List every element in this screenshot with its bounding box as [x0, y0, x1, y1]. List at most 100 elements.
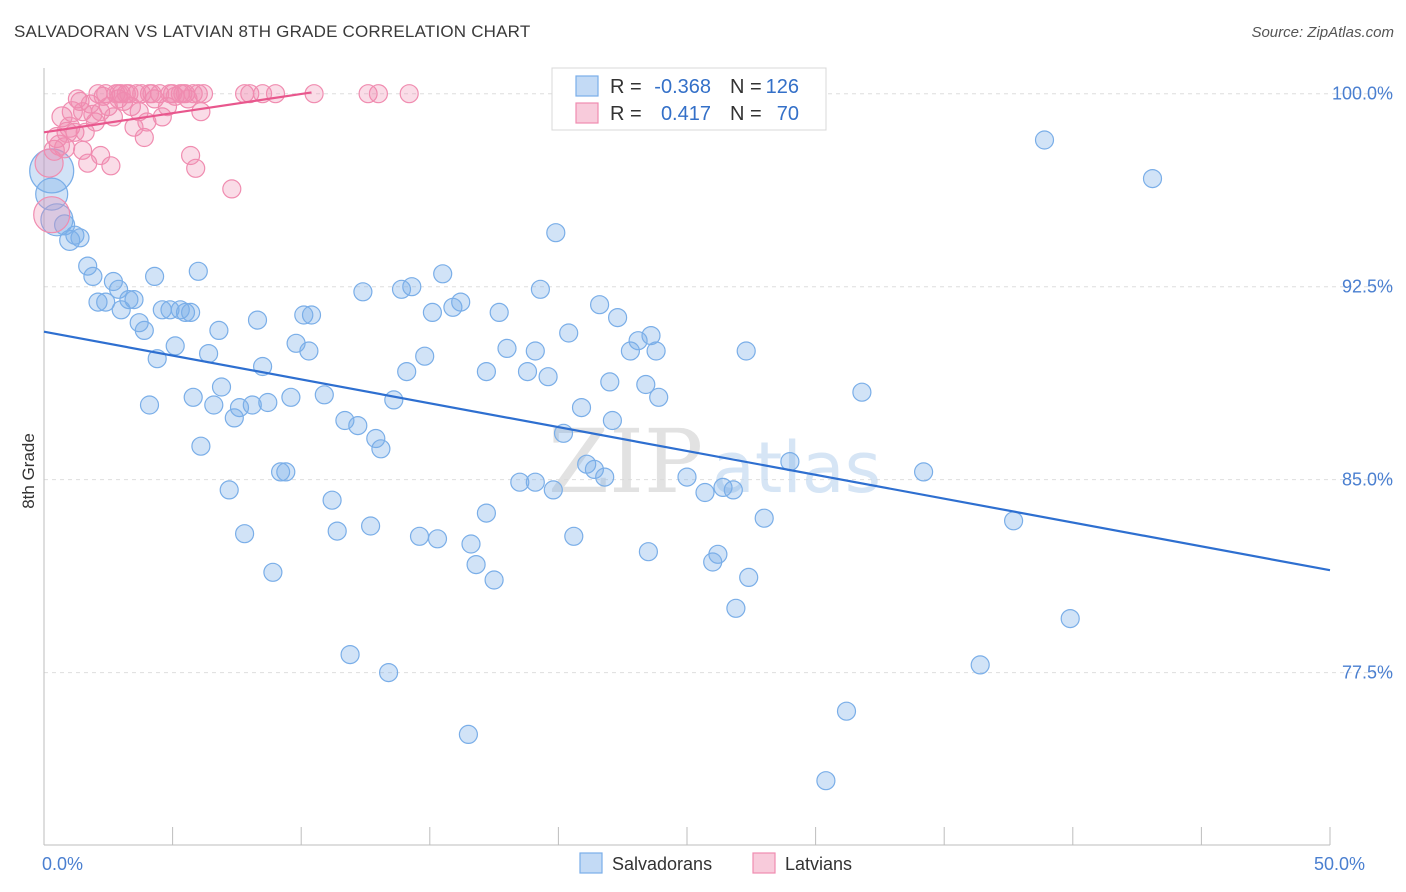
salvadoran-point-86 [543, 480, 563, 500]
salvadoran-point-112 [736, 341, 756, 361]
latvian-point-67 [90, 145, 111, 166]
salvadoran-point-57 [361, 516, 381, 536]
latvian-point-53 [186, 158, 206, 178]
salvadoran-point-99 [620, 341, 641, 361]
legend-n-value-1: 126 [766, 76, 799, 98]
chart-source: Source: ZipAtlas.com [1251, 24, 1394, 41]
data-points [29, 84, 1163, 791]
grid-lines [44, 93, 1394, 674]
salvadoran-point-78 [489, 302, 509, 322]
watermark-zip: ZIP [548, 410, 703, 513]
legend-swatch-latvians [575, 102, 599, 124]
bottom-legend-label-salvadorans: Salvadorans [612, 854, 712, 874]
salvadoran-point-32 [209, 320, 229, 340]
salvadoran-point-38 [242, 395, 262, 415]
latvian-point-37 [134, 127, 154, 148]
salvadoran-point-102 [641, 326, 661, 346]
salvadoran-point-15 [124, 290, 144, 310]
salvadoran-point-27 [183, 387, 203, 407]
salvadoran-point-19 [145, 266, 165, 286]
salvadoran-point-114 [754, 508, 774, 528]
salvadoran-point-101 [636, 374, 656, 395]
salvadoran-point-45 [281, 387, 301, 407]
salvadoran-point-93 [584, 459, 605, 479]
salvadoran-trend-line [43, 330, 1331, 572]
bottom-legend: Salvadorans Latvians [579, 852, 852, 874]
salvadoran-point-7 [78, 256, 98, 276]
salvadoran-point-18 [139, 395, 160, 415]
latvian-point-69 [139, 84, 160, 104]
legend-n-value-2: 70 [777, 103, 799, 125]
salvadoran-point-51 [322, 490, 342, 510]
salvadoran-point-34 [219, 480, 239, 500]
trend-lines [43, 91, 1331, 572]
salvadoran-point-5 [65, 225, 85, 245]
salvadoran-point-68 [427, 529, 448, 549]
y-axis-label: 8th Grade [19, 433, 38, 509]
latvian-point-50 [178, 89, 198, 109]
salvadoran-point-81 [517, 362, 538, 382]
salvadoran-point-124 [816, 771, 836, 791]
salvadoran-point-61 [384, 390, 404, 410]
salvadoran-point-31 [204, 395, 224, 415]
salvadoran-point-60 [379, 662, 399, 683]
salvadoran-point-39 [247, 310, 268, 330]
salvadoran-point-6 [70, 228, 90, 248]
salvadoran-point-55 [348, 416, 368, 436]
salvadoran-point-13 [111, 300, 131, 320]
chart-title: SALVADORAN VS LATVIAN 8TH GRADE CORRELAT… [14, 22, 531, 41]
salvadoran-point-14 [119, 290, 139, 310]
salvadoran-point-56 [353, 282, 373, 302]
legend-r-value-2: 0.417 [661, 103, 711, 125]
latvian-point-57 [222, 179, 242, 199]
latvian-point-9 [61, 101, 83, 123]
salvadoran-point-12 [108, 279, 129, 299]
salvadoran-point-42 [263, 562, 283, 582]
latvian-point-0 [34, 148, 64, 178]
y-tick-label-3: 77.5% [1342, 663, 1393, 683]
salvadoran-point-89 [559, 323, 579, 343]
y-tick-label-1: 92.5% [1342, 277, 1393, 297]
salvadoran-point-59 [371, 439, 391, 459]
salvadoran-point-8 [83, 266, 103, 286]
salvadoran-point-90 [564, 526, 584, 546]
salvadoran-point-103 [646, 341, 666, 361]
salvadoran-point-79 [497, 338, 517, 358]
x-tick-label-0: 0.0% [42, 854, 83, 874]
salvadoran-point-75 [476, 503, 496, 523]
latvian-point-68 [108, 84, 129, 104]
legend-swatch-salvadorans [575, 75, 599, 97]
bottom-legend-swatch-salvadorans [579, 852, 603, 874]
salvadoran-point-35 [224, 408, 244, 428]
salvadoran-point-83 [530, 279, 551, 299]
legend-box: R = -0.368 N = 126 R = 0.417 N = 70 [551, 67, 827, 131]
latvian-trend-line [43, 91, 312, 134]
salvadoran-point-47 [294, 305, 314, 325]
salvadoran-point-72 [458, 724, 478, 745]
salvadoran-point-37 [235, 524, 255, 544]
latvian-point-17 [83, 104, 103, 124]
bottom-legend-swatch-latvians [752, 852, 776, 874]
salvadoran-point-91 [571, 398, 592, 418]
latvian-point-65 [399, 84, 419, 104]
salvadoran-point-105 [677, 467, 697, 487]
salvadoran-point-65 [409, 526, 430, 546]
salvadoran-point-108 [708, 544, 728, 564]
salvadoran-point-104 [649, 387, 669, 407]
salvadoran-point-25 [175, 302, 196, 322]
salvadoran-point-76 [476, 362, 496, 382]
latvian-point-51 [183, 84, 203, 104]
salvadoran-point-122 [1060, 608, 1080, 629]
latvian-point-24 [101, 156, 121, 176]
salvadoran-point-58 [366, 428, 386, 449]
salvadoran-point-71 [451, 292, 471, 312]
axes [43, 68, 1331, 846]
salvadoran-point-94 [589, 295, 610, 315]
salvadoran-point-82 [525, 341, 545, 361]
salvadoran-point-48 [299, 341, 319, 361]
legend-n-label-1: N = [730, 76, 762, 98]
latvian-point-61 [265, 84, 286, 104]
latvian-point-52 [181, 145, 201, 166]
salvadoran-point-44 [276, 462, 296, 482]
